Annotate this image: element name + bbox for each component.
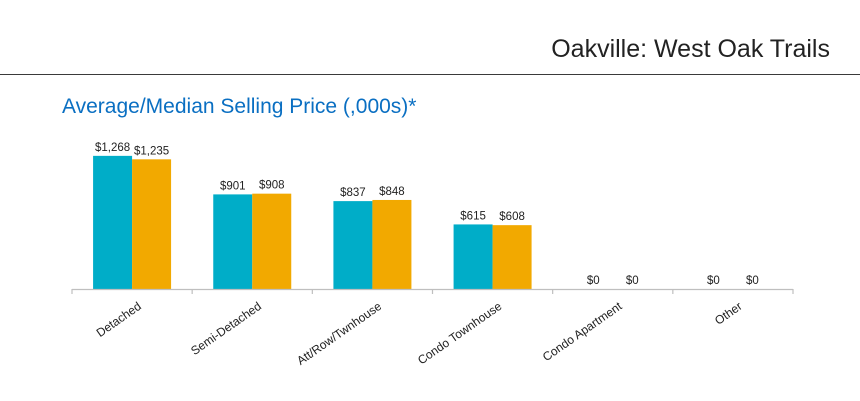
category-label-1: Semi-Detached: [188, 299, 264, 358]
category-labels-group: Detached Semi-Detached Att/Row/Twnhouse Con…: [94, 299, 745, 368]
category-label-4: Condo Apartment: [540, 299, 625, 364]
bar-median-1: [252, 193, 292, 289]
category-label-2: Att/Row/Twnhouse: [294, 299, 384, 368]
header-divider: [0, 74, 860, 75]
page-title: Oakville: West Oak Trails: [551, 35, 830, 63]
data-label-median-5: $0: [746, 275, 759, 287]
bar-average-3: [453, 224, 493, 289]
data-label-average-3: $615: [460, 210, 486, 222]
category-label-5: Other: [712, 299, 745, 328]
data-label-median-3: $608: [499, 211, 525, 223]
bar-median-2: [372, 199, 412, 289]
data-label-median-2: $848: [379, 186, 405, 198]
data-label-average-1: $901: [220, 180, 246, 192]
bars-group: [93, 155, 532, 289]
bar-median-0: [132, 159, 172, 289]
data-label-average-2: $837: [340, 187, 366, 199]
chart-title: Average/Median Selling Price (,000s)*: [62, 95, 417, 118]
bar-median-3: [492, 225, 532, 289]
x-axis: [71, 288, 794, 294]
data-label-median-0: $1,235: [134, 145, 169, 157]
data-label-median-1: $908: [259, 180, 285, 192]
bar-average-2: [333, 201, 373, 289]
value-labels-group: $1,268 $1,235 $901 $908 $837 $848 $615 $608 $0 $0…: [95, 142, 759, 287]
data-label-average-0: $1,268: [95, 142, 130, 154]
category-label-0: Detached: [94, 299, 144, 340]
data-label-median-4: $0: [626, 275, 639, 287]
category-label-3: Condo Townhouse: [415, 299, 505, 368]
bar-average-0: [93, 155, 133, 289]
data-label-average-4: $0: [587, 275, 600, 287]
bar-average-1: [213, 194, 253, 289]
data-label-average-5: $0: [707, 275, 720, 287]
